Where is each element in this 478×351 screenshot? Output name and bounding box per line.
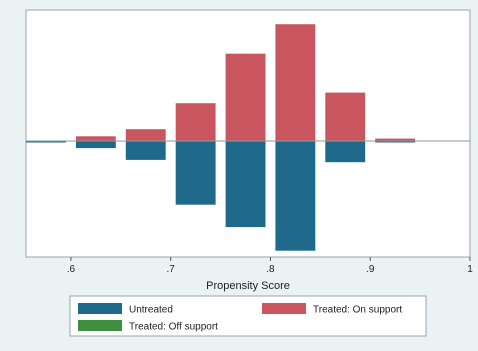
legend-label-2: Treated: Off support bbox=[129, 322, 218, 333]
legend-swatch-1 bbox=[262, 303, 306, 314]
bar-series1-bin6 bbox=[325, 92, 366, 141]
bar-series0-bin1 bbox=[75, 141, 116, 149]
legend-label-0: Untreated bbox=[129, 305, 173, 316]
legend-box bbox=[69, 295, 427, 337]
bar-series1-bin3 bbox=[175, 103, 216, 141]
bar-series0-bin3 bbox=[175, 141, 216, 205]
bar-series1-bin4 bbox=[225, 53, 266, 142]
legend-swatch-2 bbox=[78, 320, 122, 331]
legend-swatch-0 bbox=[78, 303, 122, 314]
bar-series0-bin7 bbox=[375, 141, 416, 143]
bar-series1-bin2 bbox=[125, 129, 166, 141]
bar-series0-bin0 bbox=[26, 141, 66, 143]
x-axis-label: Propensity Score bbox=[206, 280, 290, 292]
bar-series1-bin1 bbox=[75, 136, 116, 141]
bar-series1-bin5 bbox=[275, 24, 316, 142]
legend-label-1: Treated: On support bbox=[313, 305, 402, 316]
x-tick-label-1: .7 bbox=[167, 264, 176, 275]
x-tick-label-3: .9 bbox=[366, 264, 375, 275]
bar-series1-bin7 bbox=[375, 138, 416, 141]
x-tick-label-0: .6 bbox=[67, 264, 76, 275]
bar-series0-bin4 bbox=[225, 141, 266, 228]
x-tick-label-4: 1 bbox=[467, 264, 473, 275]
bar-series0-bin2 bbox=[125, 141, 166, 160]
legend: Untreated Treated: On support Treated: Off… bbox=[69, 295, 427, 337]
bar-series0-bin5 bbox=[275, 141, 316, 251]
bar-series0-bin6 bbox=[325, 141, 366, 163]
x-tick-label-2: .8 bbox=[266, 264, 275, 275]
x-axis: .6 .7 .8 .9 1 bbox=[67, 257, 473, 275]
bars-layer bbox=[26, 24, 416, 251]
